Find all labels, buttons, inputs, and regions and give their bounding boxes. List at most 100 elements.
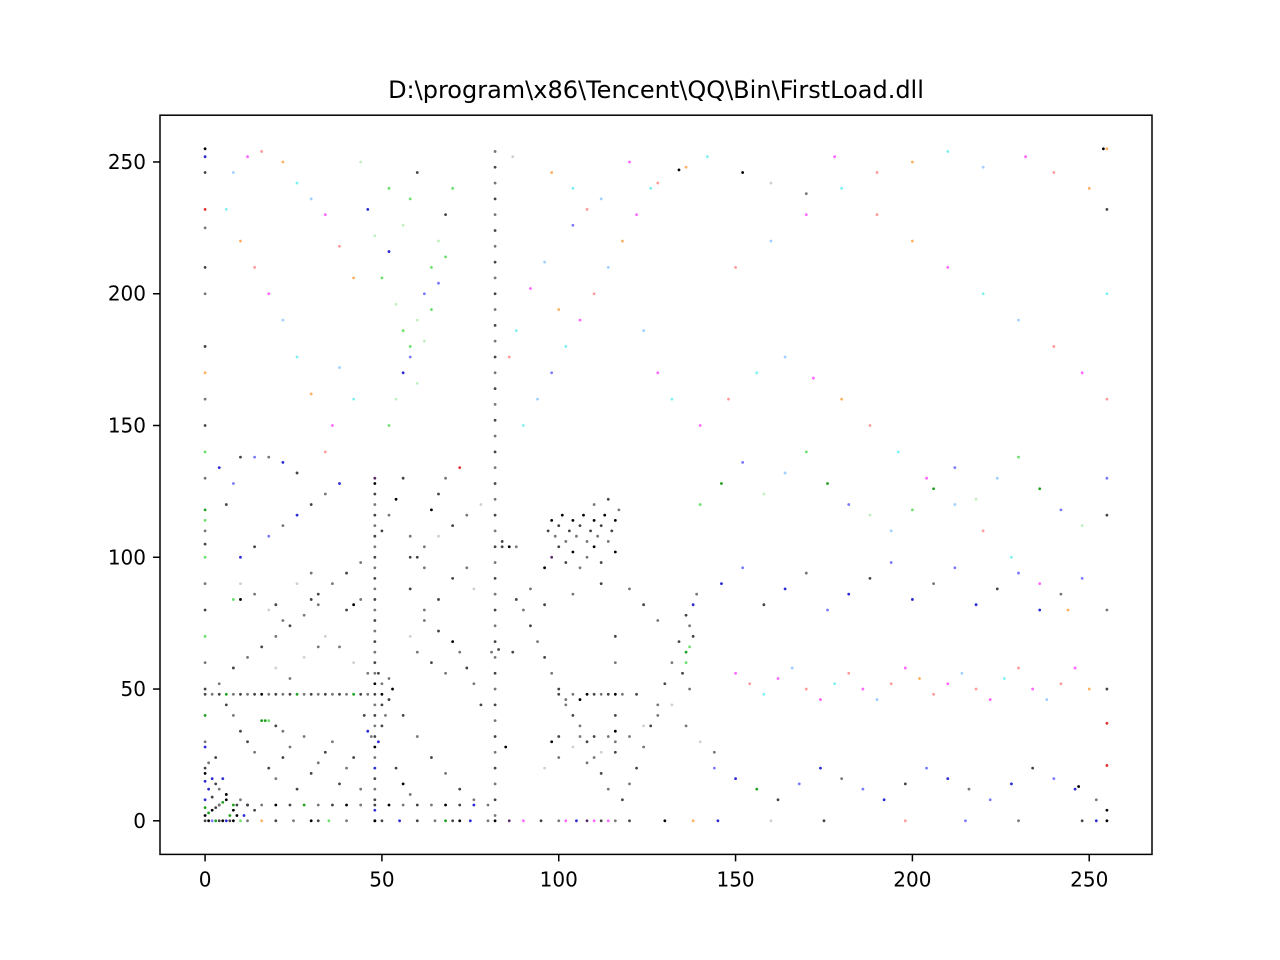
data-point bbox=[514, 598, 518, 601]
data-point bbox=[316, 603, 320, 607]
data-point bbox=[422, 566, 426, 570]
data-point bbox=[557, 687, 561, 691]
data-point bbox=[253, 455, 256, 459]
data-point bbox=[203, 424, 207, 427]
data-point bbox=[231, 819, 235, 823]
data-point bbox=[507, 355, 511, 359]
data-point bbox=[422, 545, 426, 549]
data-point bbox=[231, 713, 235, 717]
data-point bbox=[557, 735, 561, 738]
data-point bbox=[323, 492, 327, 496]
data-point bbox=[557, 545, 561, 549]
data-point bbox=[224, 703, 228, 707]
data-point bbox=[203, 529, 207, 533]
data-point bbox=[380, 682, 384, 686]
data-point bbox=[925, 476, 928, 480]
data-point bbox=[493, 545, 497, 549]
data-point bbox=[691, 819, 695, 823]
data-point bbox=[373, 608, 377, 612]
data-point bbox=[401, 329, 405, 333]
data-point bbox=[231, 808, 235, 812]
data-point bbox=[267, 608, 271, 612]
data-point bbox=[239, 692, 242, 696]
data-point bbox=[281, 619, 285, 622]
data-point bbox=[433, 819, 437, 823]
data-point bbox=[373, 798, 377, 802]
data-point bbox=[493, 782, 497, 786]
data-point bbox=[373, 661, 377, 665]
data-point bbox=[302, 613, 306, 617]
data-point bbox=[585, 819, 589, 823]
data-point bbox=[366, 729, 370, 733]
data-point bbox=[656, 371, 660, 375]
data-point bbox=[493, 656, 497, 659]
data-point bbox=[380, 276, 384, 280]
data-point bbox=[274, 724, 278, 728]
data-point bbox=[387, 186, 391, 190]
data-point bbox=[493, 814, 497, 817]
data-point bbox=[567, 529, 571, 533]
data-point bbox=[444, 671, 447, 675]
data-point bbox=[635, 766, 638, 770]
data-point bbox=[840, 397, 844, 401]
data-point bbox=[1087, 186, 1091, 190]
data-point bbox=[327, 819, 331, 823]
data-point bbox=[239, 729, 242, 733]
data-point bbox=[203, 476, 207, 480]
data-point bbox=[398, 819, 401, 823]
data-point bbox=[497, 648, 501, 651]
data-point bbox=[288, 677, 292, 680]
data-point bbox=[302, 803, 306, 807]
data-point bbox=[331, 424, 334, 427]
data-point bbox=[564, 345, 568, 348]
data-point bbox=[727, 397, 730, 401]
data-point bbox=[422, 608, 426, 612]
data-point bbox=[373, 503, 377, 506]
data-point bbox=[288, 803, 292, 807]
data-point bbox=[274, 819, 278, 823]
data-point bbox=[578, 566, 582, 570]
data-point bbox=[444, 213, 447, 217]
data-point bbox=[617, 508, 621, 512]
data-point bbox=[437, 492, 440, 496]
data-point bbox=[430, 803, 433, 807]
data-point bbox=[373, 587, 377, 591]
data-point bbox=[253, 692, 256, 696]
data-point bbox=[295, 582, 299, 586]
data-point bbox=[493, 750, 497, 754]
data-point bbox=[369, 735, 373, 738]
data-point bbox=[1080, 819, 1084, 823]
data-point bbox=[214, 806, 218, 810]
x-tick-label: 250 bbox=[1070, 867, 1108, 891]
data-point bbox=[493, 165, 497, 169]
data-point bbox=[387, 513, 391, 517]
data-point bbox=[585, 555, 589, 559]
data-point bbox=[613, 740, 617, 744]
data-point bbox=[734, 777, 737, 781]
data-point bbox=[246, 656, 249, 659]
data-point bbox=[635, 213, 638, 217]
data-point bbox=[981, 529, 985, 533]
data-point bbox=[373, 682, 377, 686]
data-point bbox=[946, 777, 950, 781]
data-point bbox=[408, 197, 412, 201]
data-point bbox=[1017, 455, 1020, 459]
data-point bbox=[203, 265, 207, 269]
data-point bbox=[613, 713, 617, 717]
data-point bbox=[408, 587, 412, 591]
data-point bbox=[585, 761, 589, 765]
data-point bbox=[1105, 764, 1109, 767]
data-point bbox=[437, 534, 440, 538]
data-point bbox=[953, 503, 957, 506]
data-point bbox=[267, 692, 271, 696]
data-point bbox=[911, 160, 914, 164]
data-point bbox=[260, 692, 264, 696]
data-point bbox=[911, 508, 914, 512]
data-point bbox=[642, 724, 646, 728]
data-point bbox=[613, 729, 617, 733]
data-point bbox=[493, 339, 497, 343]
data-point bbox=[1080, 371, 1084, 375]
data-point bbox=[323, 692, 327, 696]
data-point bbox=[373, 629, 377, 633]
chart-title: D:\program\x86\Tencent\QQ\Bin\FirstLoad.… bbox=[388, 76, 924, 104]
